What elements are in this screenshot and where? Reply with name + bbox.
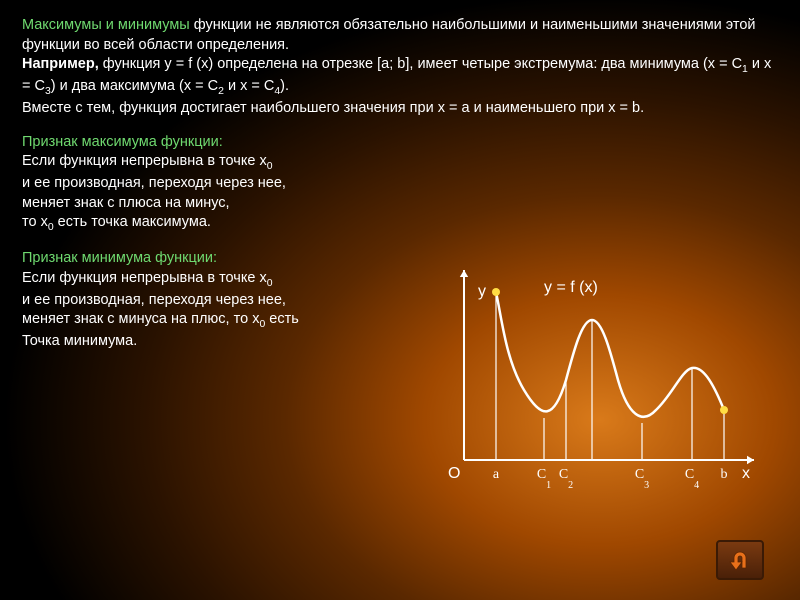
svg-text:a: a bbox=[493, 467, 500, 482]
svg-text:C4: C4 bbox=[685, 467, 699, 491]
chart-svg: a C1 C2 C3 C4 b y x Oy = f (x) bbox=[424, 260, 764, 500]
u-turn-icon bbox=[726, 548, 754, 572]
intro-text2d: и x = C bbox=[224, 78, 274, 94]
max-l3: меняет знак с плюса на минус, bbox=[22, 194, 778, 214]
max-l2: и ее производная, переходя через нее, bbox=[22, 174, 778, 194]
max-l4a: то x bbox=[22, 214, 48, 230]
intro-text2e: ). bbox=[280, 78, 289, 94]
function-chart: a C1 C2 C3 C4 b y x Oy = f (x) bbox=[424, 260, 764, 500]
min-l3b: есть bbox=[265, 311, 299, 327]
max-l4b: есть точка максимума. bbox=[54, 214, 211, 230]
svg-text:y = f (x): y = f (x) bbox=[544, 279, 598, 296]
svg-text:C3: C3 bbox=[635, 467, 649, 491]
max-sign-block: Признак максимума функции: Если функция … bbox=[22, 133, 778, 236]
svg-text:C2: C2 bbox=[559, 467, 573, 491]
max-l1: Если функция непрерывна в точке x0 bbox=[22, 152, 778, 174]
max-sign-title: Признак максимума функции: bbox=[22, 133, 778, 153]
max-sub0a: 0 bbox=[267, 161, 273, 172]
intro-lead: Максимумы и минимумы bbox=[22, 17, 190, 33]
svg-text:C1: C1 bbox=[537, 467, 551, 491]
intro-text3: Вместе с тем, функция достигает наибольш… bbox=[22, 100, 644, 116]
min-l1-text: Если функция непрерывна в точке x bbox=[22, 270, 267, 286]
svg-text:O: O bbox=[448, 465, 460, 482]
example-lead: Например, bbox=[22, 56, 99, 72]
intro-text2: функция y = f (x) определена на отрезке … bbox=[99, 56, 742, 72]
min-sub0a: 0 bbox=[267, 278, 273, 289]
back-button[interactable] bbox=[716, 540, 764, 580]
intro-paragraph: Максимумы и минимумы функции не являются… bbox=[22, 16, 778, 119]
svg-text:y: y bbox=[478, 283, 486, 300]
svg-text:b: b bbox=[721, 467, 728, 482]
min-l3a: меняет знак с минуса на плюс, то x bbox=[22, 311, 259, 327]
svg-text:x: x bbox=[742, 465, 750, 482]
intro-text2c: ) и два максимума (x = C bbox=[51, 78, 218, 94]
max-l1-text: Если функция непрерывна в точке x bbox=[22, 153, 267, 169]
max-l4: то x0 есть точка максимума. bbox=[22, 213, 778, 235]
